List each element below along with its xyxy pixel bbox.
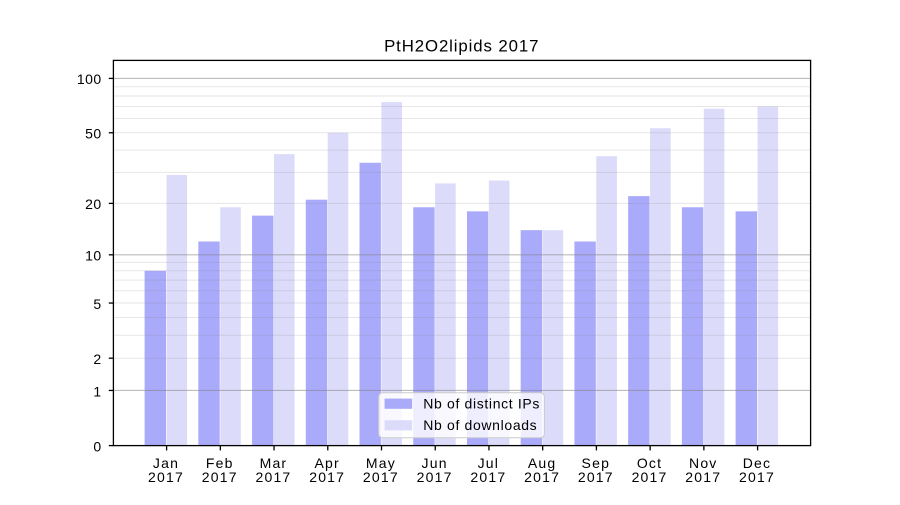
svg-text:Nb of downloads: Nb of downloads (423, 417, 537, 433)
svg-text:Apr: Apr (314, 455, 339, 471)
svg-text:2017: 2017 (470, 469, 506, 485)
svg-text:Jun: Jun (422, 455, 448, 471)
svg-text:Jan: Jan (153, 455, 179, 471)
svg-text:100: 100 (77, 71, 102, 87)
svg-text:Nov: Nov (689, 455, 718, 471)
svg-text:2017: 2017 (524, 469, 560, 485)
svg-text:2017: 2017 (632, 469, 668, 485)
svg-text:2017: 2017 (309, 469, 345, 485)
svg-text:2017: 2017 (739, 469, 775, 485)
svg-text:Aug: Aug (528, 455, 557, 471)
svg-text:May: May (366, 455, 396, 471)
svg-text:2017: 2017 (685, 469, 721, 485)
svg-text:Dec: Dec (743, 455, 772, 471)
svg-text:Mar: Mar (260, 455, 288, 471)
svg-text:0: 0 (93, 438, 101, 454)
svg-text:2017: 2017 (255, 469, 291, 485)
svg-text:PtH2O2lipids 2017: PtH2O2lipids 2017 (384, 37, 539, 56)
svg-text:2: 2 (93, 351, 101, 367)
svg-text:20: 20 (85, 196, 101, 212)
svg-text:5: 5 (93, 296, 101, 312)
svg-text:Feb: Feb (206, 455, 234, 471)
svg-text:Oct: Oct (637, 455, 662, 471)
svg-text:1: 1 (93, 383, 101, 399)
svg-text:Jul: Jul (478, 455, 500, 471)
svg-text:2017: 2017 (202, 469, 238, 485)
svg-text:2017: 2017 (417, 469, 453, 485)
svg-text:50: 50 (85, 126, 101, 142)
svg-text:10: 10 (85, 248, 101, 264)
svg-text:2017: 2017 (578, 469, 614, 485)
svg-text:2017: 2017 (148, 469, 184, 485)
svg-text:Sep: Sep (582, 455, 611, 471)
svg-text:Nb of distinct IPs: Nb of distinct IPs (423, 395, 540, 411)
svg-text:2017: 2017 (363, 469, 399, 485)
